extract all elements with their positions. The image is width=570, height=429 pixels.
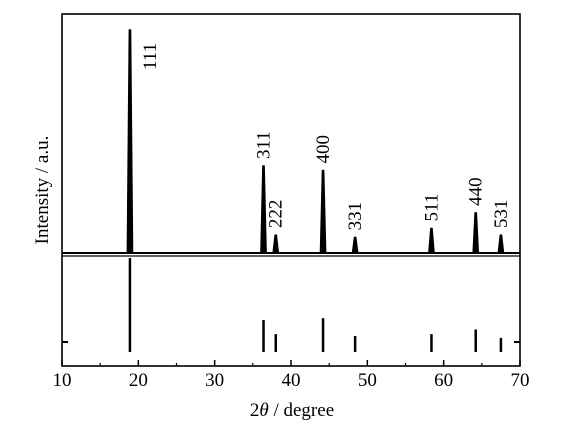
peak: [428, 227, 435, 254]
x-tick-label: 20: [129, 370, 148, 391]
peak: [272, 234, 280, 254]
peak-label: 331: [345, 202, 366, 231]
peak: [472, 212, 480, 254]
x-tick-label: 70: [511, 370, 530, 391]
x-tick-label: 40: [282, 370, 301, 391]
peak: [351, 236, 359, 254]
peak-label: 222: [266, 200, 287, 229]
peak: [126, 29, 134, 254]
x-axis-label: 2θ / degree: [250, 400, 334, 421]
y-axis-label: Intensity / a.u.: [32, 136, 53, 245]
peak-label: 511: [421, 194, 442, 222]
peak-label: 311: [254, 131, 275, 159]
x-label-suffix: / degree: [269, 400, 334, 421]
peak: [319, 169, 327, 254]
peak: [260, 165, 267, 254]
peak-label: 400: [313, 135, 334, 164]
x-label-symbol: θ: [259, 400, 268, 421]
peak-label: 531: [491, 200, 512, 229]
x-label-prefix: 2: [250, 400, 260, 421]
x-tick-label: 30: [205, 370, 224, 391]
x-tick-label: 60: [434, 370, 453, 391]
peak-label: 440: [466, 177, 487, 206]
peak-label: 111: [140, 43, 161, 70]
x-tick-label: 10: [53, 370, 72, 391]
x-tick-label: 50: [358, 370, 377, 391]
peak: [497, 234, 505, 254]
